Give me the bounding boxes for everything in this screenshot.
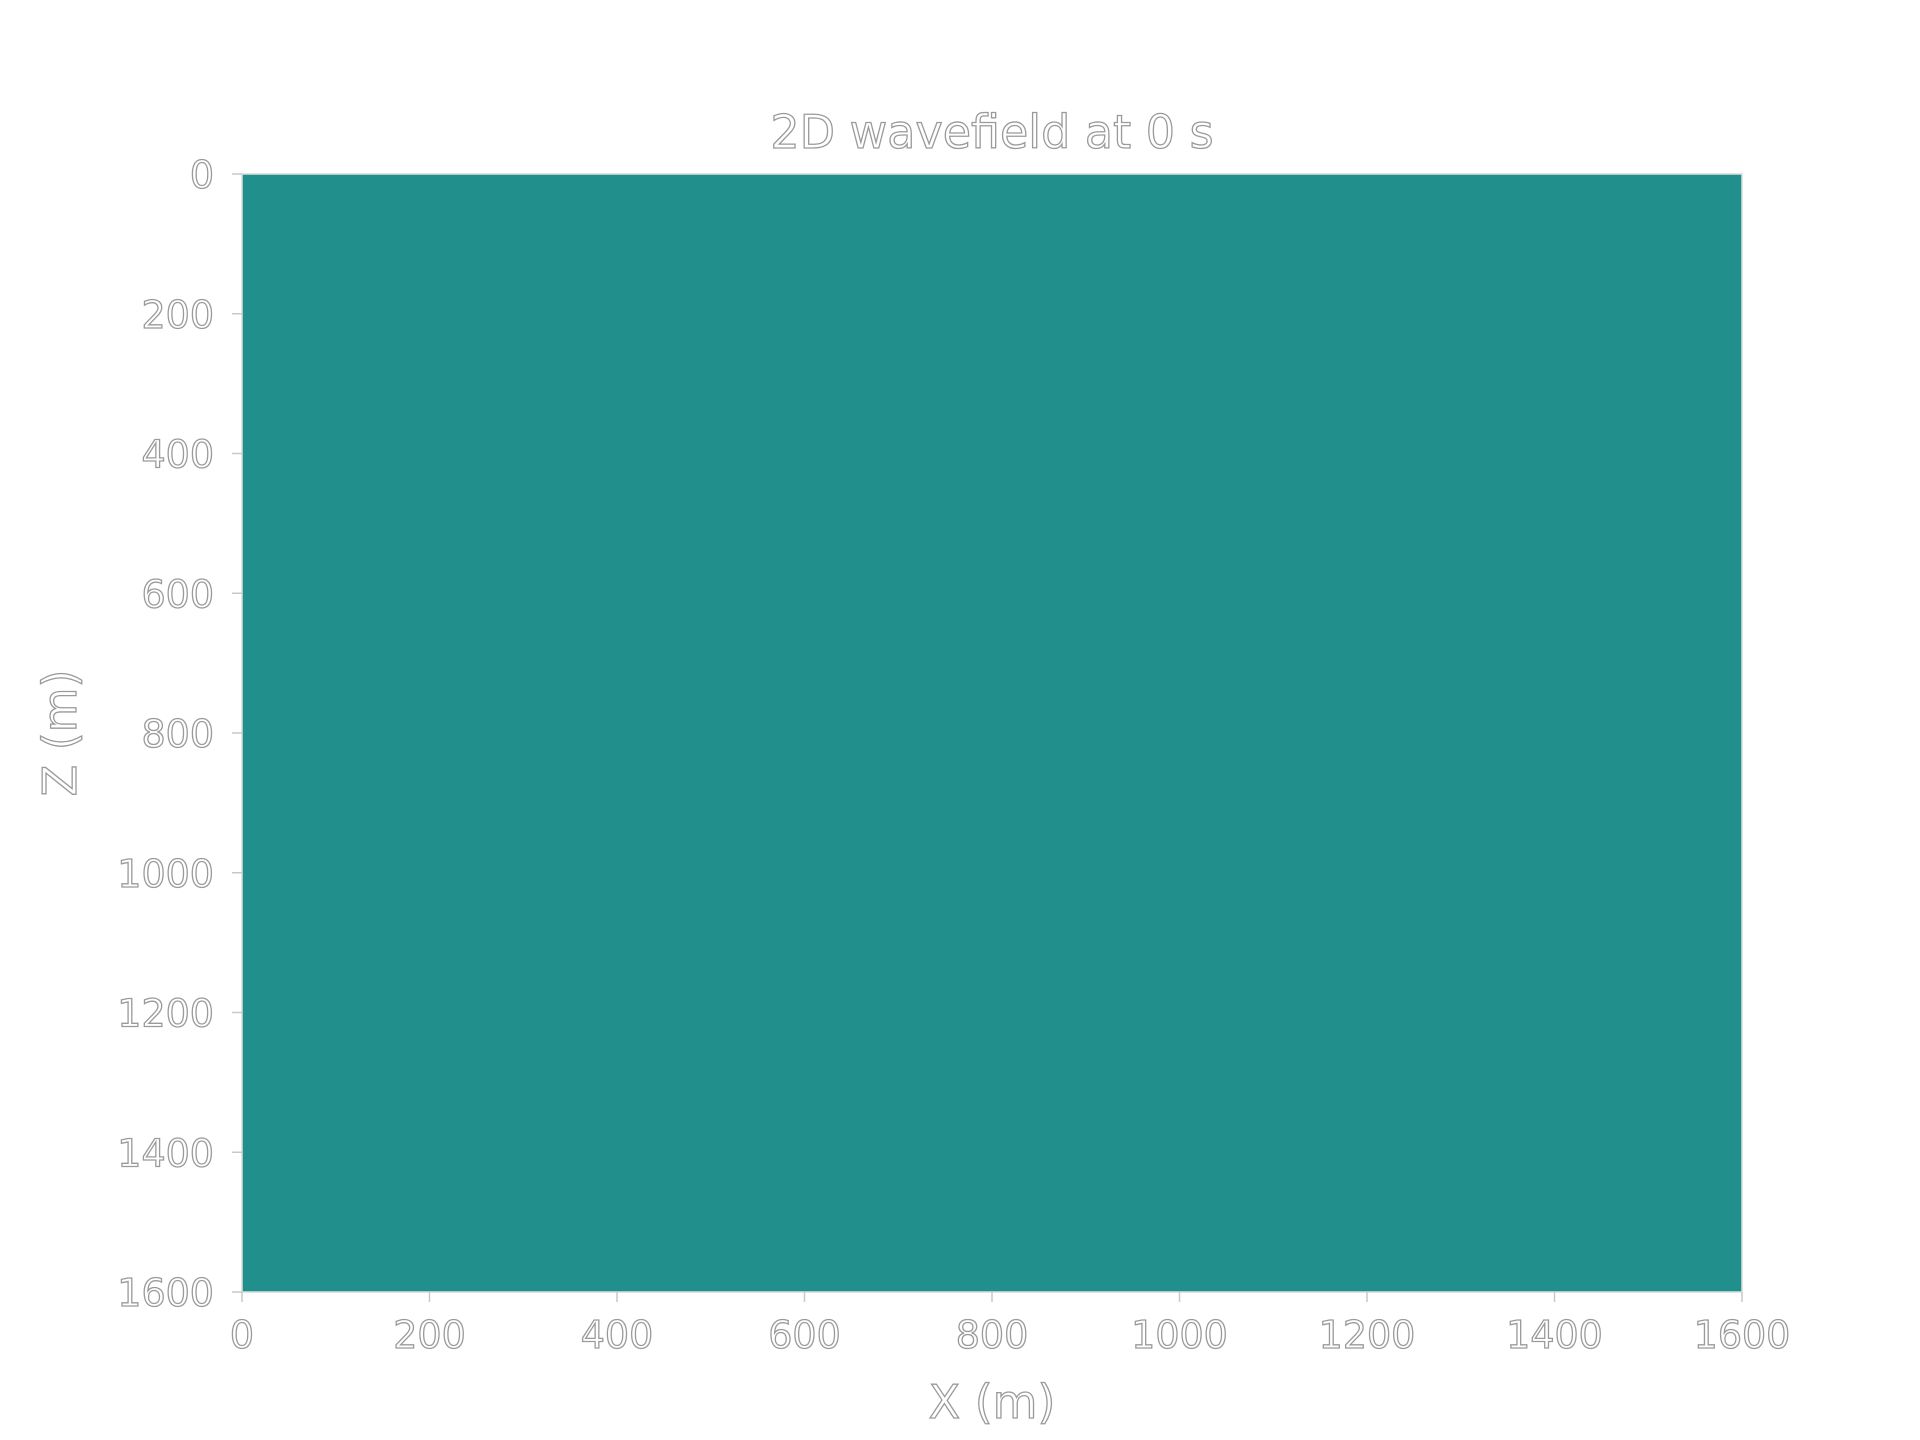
y-tick-label: 600 [141, 572, 214, 616]
y-tick-label: 800 [141, 712, 214, 756]
y-tick-label: 1400 [117, 1131, 214, 1175]
chart-title: 2D wavefield at 0 s [770, 105, 1213, 159]
x-tick-label: 400 [581, 1313, 654, 1357]
x-tick-label: 0 [230, 1313, 254, 1357]
y-tick-label: 1000 [117, 852, 214, 896]
x-tick-label: 200 [393, 1313, 466, 1357]
y-tick-label: 1600 [117, 1271, 214, 1315]
y-tick-label: 400 [141, 433, 214, 477]
x-tick-label: 800 [956, 1313, 1029, 1357]
y-axis-ticks: 0 200 400 600 800 1000 1200 1400 1600 [117, 152, 242, 1316]
x-tick-label: 1400 [1506, 1313, 1603, 1357]
y-tick-label: 0 [190, 153, 214, 197]
y-tick-label: 200 [141, 293, 214, 337]
x-tick-label: 1600 [1694, 1313, 1791, 1357]
x-tick-label: 1200 [1319, 1313, 1416, 1357]
x-axis-ticks: 0 200 400 600 800 1000 1200 1400 1600 [229, 1292, 1791, 1358]
y-tick-label: 1200 [117, 992, 214, 1036]
x-axis-label: X (m) [929, 1375, 1056, 1429]
x-tick-label: 600 [768, 1313, 841, 1357]
y-axis-label: Z (m) [33, 670, 87, 797]
wavefield-image [242, 174, 1742, 1292]
x-tick-label: 1000 [1131, 1313, 1228, 1357]
